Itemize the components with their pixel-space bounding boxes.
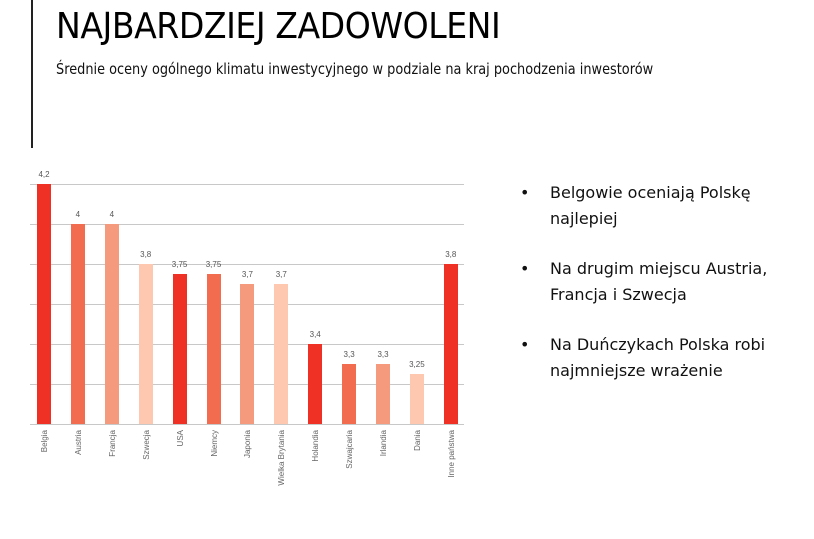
bar	[70, 224, 85, 424]
x-tick-label: Holandia	[311, 430, 321, 462]
x-tick-label: Belgia	[40, 430, 49, 453]
x-tick-label: Wielka Brytania	[277, 430, 287, 486]
bar-chart: 4,2 Belgia 4 Austria 4 Francja 3,8 Szwecja 3,75 U…	[30, 150, 470, 520]
bar	[376, 364, 390, 424]
data-label: 3,7	[275, 270, 287, 279]
data-label: 3,75	[171, 260, 188, 269]
x-tick-label: Inne państwa	[446, 430, 456, 478]
data-label: 3,75	[205, 260, 222, 269]
bar	[104, 224, 119, 424]
bullet-item: • Na Duńczykach Polska robi najmniejsze w…	[520, 332, 780, 384]
bullet-icon: •	[520, 335, 530, 354]
data-label: 4	[75, 210, 81, 219]
x-tick-label: Szwajcaria	[345, 430, 355, 469]
bar	[443, 264, 458, 424]
bar	[206, 274, 221, 424]
data-label: 4	[109, 210, 115, 219]
bar	[308, 344, 323, 424]
accent-divider	[31, 0, 33, 148]
page-title: NAJBARDZIEJ ZADOWOLENI	[56, 6, 501, 47]
x-tick-label: Francja	[107, 430, 117, 457]
x-tick-label: Dania	[412, 430, 422, 451]
gridline	[30, 184, 464, 185]
bullet-icon: •	[520, 259, 530, 278]
bar	[172, 274, 187, 424]
x-tick-label: USA	[175, 430, 185, 447]
data-label: 3,3	[343, 350, 355, 359]
gridline	[30, 424, 464, 425]
bar	[409, 374, 424, 424]
gridline	[30, 224, 464, 225]
bar	[342, 364, 357, 424]
data-label: 3,8	[140, 250, 152, 259]
x-tick-label: Austria	[73, 430, 83, 455]
x-tick-label: Japonia	[243, 430, 253, 459]
data-label: 3,3	[377, 350, 389, 359]
x-tick-label: Irlandia	[379, 430, 388, 457]
bullet-item: • Na drugim miejscu Austria, Francja i Sz…	[520, 256, 780, 308]
bullet-list: • Belgowie oceniają Polskę najlepiej • Na …	[520, 180, 780, 408]
bullet-item: • Belgowie oceniają Polskę najlepiej	[520, 180, 780, 232]
bar	[274, 284, 289, 424]
bar	[138, 264, 153, 424]
page-subtitle: Średnie oceny ogólnego klimatu inwestycy…	[56, 60, 654, 78]
bullet-icon: •	[520, 183, 530, 202]
data-label: 3,8	[445, 250, 457, 259]
data-label: 3,7	[241, 270, 253, 279]
bar	[240, 284, 255, 424]
x-tick-label: Szwecja	[141, 430, 151, 460]
data-label: 4,2	[38, 170, 50, 179]
gridline	[30, 264, 464, 265]
data-label: 3,4	[309, 330, 321, 339]
x-tick-label: Niemcy	[209, 430, 219, 457]
data-label: 3,25	[409, 360, 425, 369]
bar	[37, 184, 51, 424]
